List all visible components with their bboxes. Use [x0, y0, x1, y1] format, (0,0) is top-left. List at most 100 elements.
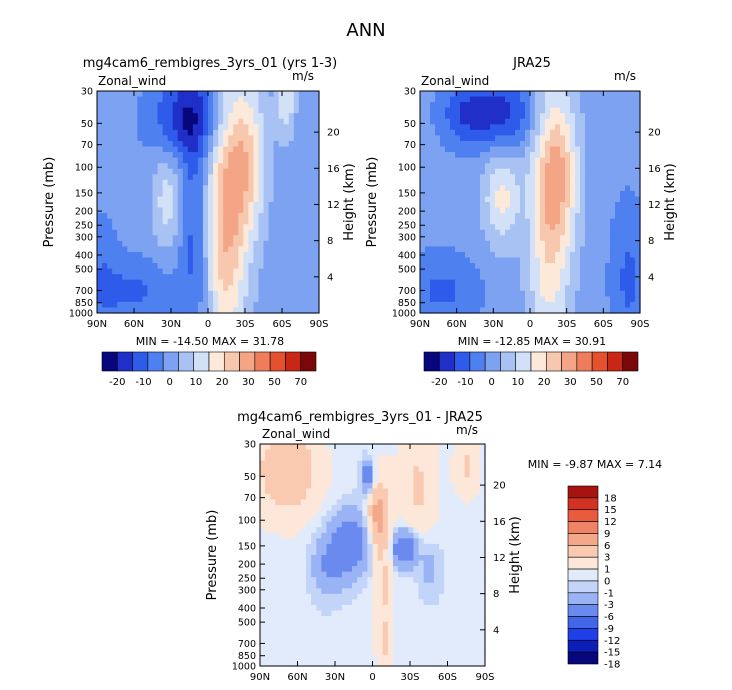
heatmap-cell: [253, 174, 260, 181]
heatmap-cell: [218, 290, 224, 297]
heatmap-cell: [530, 274, 536, 281]
heatmap-cell: [273, 185, 280, 192]
heatmap-cell: [127, 251, 133, 259]
heatmap-cell: [283, 174, 290, 181]
heatmap-cell: [515, 290, 521, 297]
heatmap-cell: [435, 185, 441, 192]
heatmap-cell: [283, 307, 290, 314]
heatmap-cell: [290, 599, 297, 606]
heatmap-cell: [268, 113, 275, 120]
heatmap-cell: [464, 604, 471, 612]
heatmap-cell: [440, 185, 446, 192]
heatmap-cell: [398, 466, 404, 473]
heatmap-cell: [465, 124, 471, 131]
x-tick-label: 30S: [557, 319, 576, 330]
heatmap-cell: [263, 91, 270, 98]
heatmap-cell: [298, 257, 305, 264]
heatmap-cell: [510, 279, 516, 286]
heatmap-cell: [465, 146, 471, 153]
heatmap-cell: [167, 229, 174, 236]
heatmap-cell: [595, 268, 601, 275]
heatmap-cell: [346, 521, 353, 528]
heatmap-cell: [570, 168, 576, 175]
heatmap-cell: [475, 190, 481, 198]
heatmap-cell: [268, 157, 275, 164]
heatmap-cell: [300, 516, 307, 523]
heatmap-cell: [545, 218, 551, 225]
heatmap-cell: [550, 213, 556, 220]
heatmap-cell: [303, 207, 310, 214]
heatmap-cell: [177, 185, 184, 192]
heatmap-cell: [285, 599, 292, 606]
heatmap-cell: [218, 251, 224, 259]
heatmap-cell: [167, 96, 174, 103]
heatmap-cell: [341, 449, 348, 456]
heatmap-cell: [420, 140, 426, 148]
panel-obs-plot: [420, 91, 641, 314]
heatmap-cell: [425, 102, 431, 109]
heatmap-cell: [182, 296, 189, 303]
heatmap-cell: [490, 218, 496, 225]
heatmap-cell: [377, 482, 384, 489]
heatmap-cell: [288, 218, 295, 225]
heatmap-cell: [470, 179, 476, 186]
heatmap-cell: [475, 224, 481, 231]
heatmap-cell: [418, 510, 425, 517]
heatmap-cell: [326, 599, 333, 606]
heatmap-cell: [167, 179, 174, 186]
heatmap-cell: [288, 246, 295, 253]
heatmap-cell: [480, 268, 486, 275]
heatmap-cell: [480, 202, 486, 209]
heatmap-cell: [293, 207, 300, 214]
heatmap-cell: [440, 118, 446, 125]
heatmap-cell: [331, 488, 338, 495]
heatmap-cell: [430, 218, 436, 225]
heatmap-cell: [275, 555, 282, 562]
heatmap-cell: [560, 113, 566, 120]
heatmap-cell: [238, 185, 244, 192]
heatmap-cell: [290, 466, 297, 473]
heatmap-cell: [420, 290, 426, 297]
heatmap-cell: [535, 102, 541, 109]
heatmap-cell: [233, 185, 239, 192]
heatmap-cell: [615, 301, 621, 309]
x-tick-label: 0: [205, 319, 211, 330]
heatmap-cell: [500, 129, 506, 136]
heatmap-cell: [228, 257, 234, 264]
heatmap-cell: [172, 279, 179, 286]
heatmap-cell: [331, 493, 338, 501]
heatmap-cell: [520, 229, 526, 236]
heatmap-cell: [258, 190, 265, 198]
heatmap-cell: [455, 263, 461, 270]
heatmap-cell: [525, 124, 531, 131]
heatmap-cell: [490, 251, 496, 259]
heatmap-cell: [464, 460, 471, 467]
heatmap-cell: [550, 229, 556, 236]
heatmap-cell: [265, 471, 271, 478]
heatmap-cell: [228, 246, 234, 253]
heatmap-cell: [313, 107, 320, 114]
heatmap-cell: [500, 268, 506, 275]
heatmap-cell: [615, 251, 621, 259]
heatmap-cell: [300, 466, 307, 473]
heatmap-cell: [268, 107, 275, 114]
heatmap-cell: [635, 296, 641, 303]
heatmap-cell: [450, 157, 456, 164]
heatmap-cell: [273, 118, 280, 125]
heatmap-cell: [346, 527, 353, 534]
heatmap-cell: [505, 218, 511, 225]
heatmap-cell: [157, 229, 164, 236]
heatmap-cell: [475, 257, 481, 264]
heatmap-cell: [298, 107, 305, 114]
heatmap-cell: [367, 488, 374, 495]
heatmap-cell: [398, 532, 404, 539]
heatmap-cell: [248, 113, 255, 120]
heatmap-cell: [331, 505, 338, 512]
heatmap-cell: [530, 146, 536, 153]
heatmap-cell: [187, 152, 194, 159]
heatmap-cell: [438, 493, 445, 501]
heatmap-cell: [570, 146, 576, 153]
heatmap-cell: [585, 118, 591, 125]
heatmap-cell: [367, 460, 374, 467]
heatmap-cell: [545, 91, 551, 98]
